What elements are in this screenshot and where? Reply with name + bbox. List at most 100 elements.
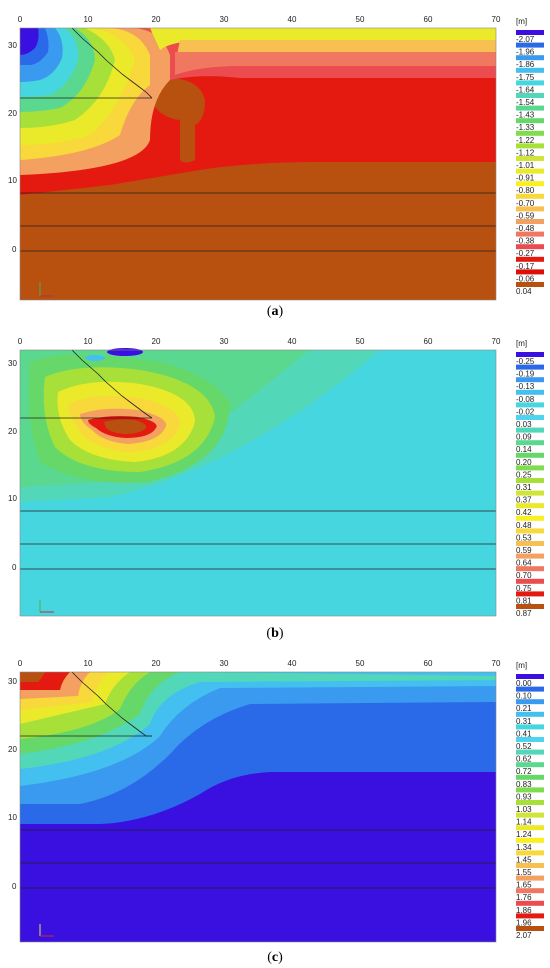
x-tick: 0 [18, 337, 23, 346]
legend-swatch [516, 118, 544, 124]
legend-swatch [516, 402, 544, 408]
legend-value: 0.70 [516, 571, 532, 580]
legend-value: 0.53 [516, 533, 532, 542]
legend-value: -0.80 [516, 186, 535, 195]
x-tick: 70 [492, 15, 501, 24]
legend-value: 0.21 [516, 704, 532, 713]
x-tick: 40 [288, 659, 297, 668]
panel-b: 0 10 20 30 40 50 60 70 30 20 10 0 [m] -0… [0, 322, 550, 644]
legend-value: -1.75 [516, 73, 535, 82]
legend-value: 0.75 [516, 584, 532, 593]
legend-value: -0.17 [516, 262, 535, 271]
legend-value: -1.54 [516, 98, 535, 107]
legend-swatch [516, 219, 544, 224]
contour-region [150, 28, 496, 50]
caption: (c) [267, 950, 283, 965]
caption-letter: c [271, 950, 279, 965]
legend-value: -0.91 [516, 174, 535, 183]
legend-swatch [516, 900, 544, 906]
legend-value: -1.01 [516, 161, 535, 170]
x-axis: 0 10 20 30 40 50 60 70 [18, 15, 501, 24]
slope-outline [71, 349, 153, 419]
legend-swatch [516, 452, 544, 458]
legend-value: -0.59 [516, 211, 535, 220]
legend-value: 0.04 [516, 287, 532, 296]
legend-swatch [516, 352, 544, 357]
x-tick: 30 [220, 337, 229, 346]
legend-swatch [516, 93, 544, 98]
contour-region [20, 672, 45, 682]
legend-swatch [516, 490, 544, 496]
legend-swatch [516, 427, 544, 433]
legend-swatch [516, 193, 544, 199]
x-tick: 20 [152, 15, 161, 24]
x-tick: 60 [424, 15, 433, 24]
legend-value: 0.03 [516, 420, 532, 429]
legend-value: -1.12 [516, 148, 535, 157]
legend: [m] -0.25 -0.19 -0.13 -0.08 -0.02 0.03 0.09 0.1… [516, 339, 544, 618]
x-tick: 0 [18, 659, 23, 668]
legend-swatch [516, 541, 544, 546]
x-tick: 30 [220, 15, 229, 24]
legend-value: -0.27 [516, 249, 535, 258]
x-tick: 50 [356, 659, 365, 668]
legend-value: 0.87 [516, 609, 532, 618]
y-tick: 10 [8, 813, 17, 822]
legend-swatch [516, 566, 544, 572]
legend-unit: [m] [516, 661, 527, 670]
y-axis: 30 20 10 0 [8, 677, 17, 891]
legend-swatch [516, 67, 544, 73]
legend-swatch [516, 269, 544, 275]
legend-swatch [516, 528, 544, 534]
legend: [m] 0.00 0.10 0.21 0.31 0.41 0.52 0.62 0.72 0.83… [516, 661, 544, 940]
legend-swatch [516, 364, 544, 370]
legend-value: -0.38 [516, 237, 535, 246]
x-tick: 30 [220, 659, 229, 668]
y-tick: 0 [12, 245, 17, 254]
legend-swatch [516, 55, 544, 61]
legend-value: -0.19 [516, 370, 535, 379]
legend-swatch [516, 737, 544, 742]
legend-swatch [516, 926, 544, 931]
legend-swatch [516, 244, 544, 250]
legend-value: 1.24 [516, 830, 532, 839]
y-tick: 30 [8, 41, 17, 50]
legend-unit: [m] [516, 17, 527, 26]
x-tick: 10 [84, 337, 93, 346]
legend-swatch [516, 503, 544, 509]
legend-swatch [516, 774, 544, 780]
contour-plot-b: 0 10 20 30 40 50 60 70 30 20 10 0 [m] -0… [8, 337, 544, 618]
legend-value: -0.25 [516, 357, 535, 366]
legend-value: 1.86 [516, 906, 532, 915]
legend-swatch [516, 674, 544, 679]
legend-value: 0.42 [516, 508, 532, 517]
caption-letter: a [271, 304, 279, 319]
legend-swatch [516, 863, 544, 868]
legend-value: 0.52 [516, 742, 532, 751]
legend-value: 0.83 [516, 780, 532, 789]
y-tick: 30 [8, 359, 17, 368]
contour-plot-a: 0 10 20 30 40 50 60 70 30 20 10 0 [m] -2… [8, 15, 544, 301]
legend-swatch [516, 762, 544, 768]
legend-value: -1.33 [516, 123, 535, 132]
legend-swatch [516, 105, 544, 111]
x-tick: 60 [424, 337, 433, 346]
x-tick: 60 [424, 659, 433, 668]
legend-value: 1.55 [516, 868, 532, 877]
legend-swatch [516, 578, 544, 584]
legend-value: 0.59 [516, 546, 532, 555]
x-tick: 50 [356, 337, 365, 346]
legend-swatch [516, 711, 544, 717]
y-tick: 20 [8, 427, 17, 436]
legend-swatch [516, 515, 544, 521]
legend-value: 0.10 [516, 692, 532, 701]
contour-region [150, 78, 205, 163]
legend-swatch [516, 699, 544, 705]
legend-swatch [516, 787, 544, 793]
x-axis: 0 10 20 30 40 50 60 70 [18, 337, 501, 346]
legend-swatch [516, 591, 544, 597]
legend-value: -1.86 [516, 60, 535, 69]
plot-frame [19, 671, 497, 943]
x-tick: 10 [84, 15, 93, 24]
contour-plot-c: 0 10 20 30 40 50 60 70 30 20 10 0 [m] 0.… [8, 659, 544, 943]
